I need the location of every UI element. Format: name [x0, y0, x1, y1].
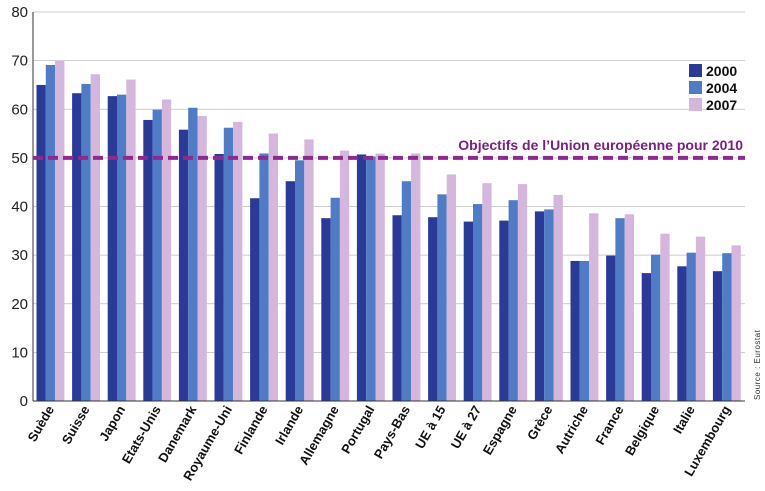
- bar-2007: [339, 150, 350, 401]
- x-tick-label: Suisse: [59, 403, 93, 447]
- y-tick-label: 10: [11, 344, 28, 361]
- bar-2007: [695, 236, 706, 401]
- bar-2000: [214, 153, 224, 401]
- x-tick-label: Irlande: [272, 403, 306, 447]
- bar-2004: [686, 252, 696, 401]
- legend-label-2007: 2007: [706, 97, 737, 113]
- legend-swatch-2000: [689, 64, 702, 77]
- bar-2004: [366, 156, 376, 401]
- bar-2007: [731, 245, 741, 401]
- x-tick-label: Grèce: [524, 403, 555, 442]
- bar-2007: [482, 183, 492, 401]
- bar-2000: [606, 255, 616, 401]
- bar-2000: [712, 271, 723, 401]
- bar-2007: [55, 60, 65, 401]
- x-tick-label: Japon: [96, 403, 128, 444]
- target-line-group: Objectifs de l’Union européenne pour 201…: [33, 137, 745, 160]
- bar-2000: [143, 119, 153, 401]
- grid: [33, 11, 745, 353]
- bar-2007: [233, 121, 243, 401]
- bar-2000: [677, 266, 687, 401]
- bar-2007: [126, 79, 136, 402]
- bar-2004: [401, 181, 412, 401]
- target-label: Objectifs de l’Union européenne pour 201…: [458, 137, 743, 153]
- bar-2000: [285, 181, 295, 401]
- x-tick-label: UE à 15: [412, 403, 448, 451]
- bar-2007: [589, 213, 599, 401]
- bar-2004: [188, 107, 198, 401]
- bar-2007: [517, 184, 528, 401]
- bar-2000: [356, 154, 367, 401]
- bar-2007: [446, 174, 456, 401]
- bar-2007: [375, 153, 385, 401]
- x-tick-label: UE à 27: [448, 403, 484, 451]
- bar-2000: [107, 96, 117, 401]
- bar-2004: [615, 218, 625, 401]
- x-tick-label: Portugal: [338, 403, 377, 456]
- x-tick-label: Finlande: [231, 403, 271, 457]
- bar-2004: [651, 254, 661, 401]
- bar-2000: [250, 198, 260, 401]
- bar-2000: [463, 221, 473, 401]
- bar-2004: [473, 204, 483, 401]
- x-tick-label: Pays-Bas: [371, 403, 413, 461]
- bar-2007: [660, 233, 670, 401]
- x-tick-label: Suède: [25, 403, 57, 444]
- bar-2000: [392, 215, 402, 401]
- y-tick-label: 20: [11, 296, 28, 313]
- bar-2004: [544, 209, 554, 401]
- bars: [36, 60, 741, 402]
- bar-2000: [36, 84, 46, 401]
- bar-2004: [81, 83, 91, 401]
- bar-2007: [553, 194, 563, 401]
- bar-2000: [428, 217, 438, 401]
- bar-2004: [223, 127, 234, 401]
- bar-2007: [197, 116, 207, 402]
- bar-2004: [330, 197, 340, 401]
- y-tick-label: 60: [11, 101, 28, 118]
- bar-2007: [624, 214, 634, 401]
- bar-2000: [641, 273, 651, 401]
- legend-swatch-2007: [689, 98, 702, 111]
- bar-2007: [268, 133, 278, 401]
- legend-label-2000: 2000: [706, 63, 737, 79]
- bar-2004: [152, 109, 162, 401]
- y-tick-label: 50: [11, 150, 28, 167]
- bar-2000: [570, 260, 580, 401]
- bar-2004: [45, 65, 56, 401]
- bar-2007: [90, 74, 100, 402]
- y-tick-label: 40: [11, 199, 28, 216]
- bar-2000: [178, 129, 189, 402]
- source-note: Source : Eurostat: [753, 329, 762, 400]
- bar-2000: [321, 218, 331, 401]
- bar-2004: [508, 200, 518, 401]
- legend-label-2004: 2004: [706, 80, 737, 96]
- y-tick-label: 30: [11, 247, 28, 264]
- x-tick-label: Espagne: [480, 403, 520, 457]
- y-tick-label: 70: [11, 53, 28, 70]
- bar-2007: [304, 139, 314, 401]
- x-tick-label: Belgique: [622, 403, 662, 458]
- x-tick-label: Autriche: [552, 403, 591, 456]
- x-tick-label: France: [592, 403, 626, 447]
- bar-2004: [437, 194, 447, 401]
- bar-2000: [72, 93, 82, 402]
- bar-2004: [259, 153, 269, 401]
- legend-swatch-2004: [689, 81, 702, 94]
- bar-2007: [411, 153, 421, 401]
- bar-2004: [722, 253, 732, 401]
- bar-2004: [117, 94, 127, 401]
- bar-2004: [295, 160, 305, 401]
- bar-2000: [499, 220, 509, 401]
- y-tick-label: 0: [20, 393, 28, 410]
- bar-2004: [579, 260, 590, 401]
- y-tick-label: 80: [11, 4, 28, 21]
- bar-2007: [161, 99, 172, 402]
- bar-2000: [534, 211, 545, 401]
- x-tick-label: Italie: [670, 403, 698, 436]
